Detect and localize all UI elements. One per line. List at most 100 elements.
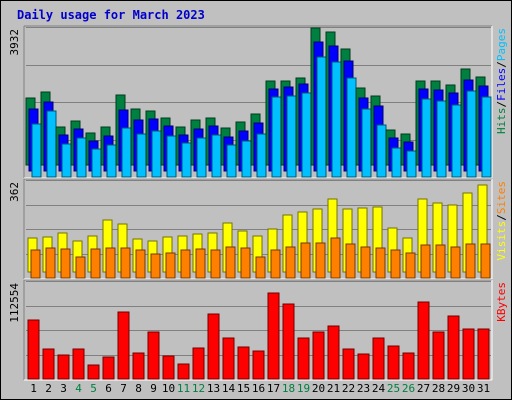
day-label-16: 16: [252, 382, 265, 395]
bar-sites-day-21: [330, 237, 341, 279]
day-label-8: 8: [135, 382, 142, 395]
bar-pages-day-30: [466, 90, 477, 178]
bar-kbytes-day-5: [87, 364, 100, 380]
day-label-4: 4: [75, 382, 82, 395]
bar-pages-day-20: [316, 56, 327, 178]
bar-pages-day-31: [481, 96, 492, 178]
panel-kbytes: 112554 KBytes: [8, 279, 508, 381]
bar-kbytes-day-21: [327, 325, 340, 380]
bar-pages-day-19: [301, 92, 312, 178]
bar-kbytes-day-27: [417, 301, 430, 380]
bar-sites-day-1: [30, 249, 41, 279]
bar-sites-day-23: [360, 246, 371, 279]
bar-pages-day-1: [31, 123, 42, 178]
bar-kbytes-day-1: [27, 319, 40, 380]
legend-item: Files: [495, 68, 508, 101]
bar-sites-day-27: [420, 244, 431, 279]
day-label-18: 18: [282, 382, 295, 395]
bar-pages-day-2: [46, 110, 57, 178]
bar-sites-day-22: [345, 243, 356, 279]
day-label-28: 28: [432, 382, 445, 395]
bar-sites-day-2: [45, 247, 56, 279]
bar-sites-day-9: [150, 253, 161, 279]
bar-pages-day-28: [436, 100, 447, 178]
bar-pages-day-6: [106, 144, 117, 178]
bar-pages-day-13: [211, 134, 222, 178]
legend-item: Hits: [495, 108, 508, 135]
bar-sites-day-31: [480, 243, 491, 279]
bar-kbytes-day-29: [447, 315, 460, 380]
bar-pages-day-16: [256, 133, 267, 178]
bar-sites-day-17: [270, 249, 281, 279]
bar-sites-day-20: [315, 242, 326, 279]
bar-pages-day-8: [136, 133, 147, 178]
bar-sites-day-19: [300, 242, 311, 279]
bar-kbytes-day-12: [192, 347, 205, 380]
legend-item: /: [495, 61, 508, 68]
y-max-label: 362: [8, 182, 21, 202]
day-label-25: 25: [387, 382, 400, 395]
bar-sites-day-13: [210, 249, 221, 279]
bar-kbytes-day-6: [102, 356, 115, 380]
day-label-19: 19: [297, 382, 310, 395]
bar-sites-day-12: [195, 248, 206, 279]
day-label-1: 1: [30, 382, 37, 395]
bar-sites-day-29: [450, 246, 461, 279]
bar-pages-day-7: [121, 127, 132, 178]
bar-sites-day-16: [255, 256, 266, 279]
bar-kbytes-day-15: [237, 346, 250, 380]
bar-pages-day-15: [241, 140, 252, 178]
chart-title: Daily usage for March 2023: [17, 8, 205, 22]
legend-item: /: [495, 214, 508, 221]
bar-kbytes-day-13: [207, 313, 220, 380]
legend-item: Visits: [495, 221, 508, 261]
bar-pages-day-29: [451, 104, 462, 178]
day-label-27: 27: [417, 382, 430, 395]
panel-visits-sites: 362 Visits/Sites: [8, 178, 508, 280]
bar-sites-day-4: [75, 256, 86, 279]
bar-sites-day-5: [90, 248, 101, 279]
bar-pages-day-18: [286, 95, 297, 178]
day-label-15: 15: [237, 382, 250, 395]
day-label-13: 13: [207, 382, 220, 395]
bar-sites-day-10: [165, 252, 176, 279]
bar-sites-day-26: [405, 252, 416, 279]
day-label-6: 6: [105, 382, 112, 395]
bar-kbytes-day-14: [222, 337, 235, 380]
panel-legend: Visits/Sites: [495, 181, 508, 261]
bar-pages-day-12: [196, 137, 207, 178]
bar-kbytes-day-30: [462, 328, 475, 380]
bar-pages-day-3: [61, 143, 72, 178]
legend-item: Sites: [495, 181, 508, 214]
panel-legend: Hits/Files/Pages: [495, 28, 508, 134]
chart-panels: 3932Hits/Files/Pages362Visits/Sites11255…: [8, 25, 508, 381]
bar-sites-day-3: [60, 248, 71, 279]
day-label-20: 20: [312, 382, 325, 395]
bar-pages-day-22: [346, 77, 357, 178]
bar-pages-day-21: [331, 61, 342, 178]
day-axis-labels: 1 2 3 4 5 6 7 8 9 10 11 12 13 14 15 16 17 18 19 20 21 22 23 24 2…: [30, 382, 490, 395]
bar-sites-day-28: [435, 244, 446, 279]
y-max-label: 3932: [8, 29, 21, 56]
bar-kbytes-day-31: [477, 328, 490, 380]
bar-pages-day-11: [181, 142, 192, 178]
bar-sites-day-30: [465, 243, 476, 279]
day-label-31: 31: [477, 382, 490, 395]
bar-kbytes-day-22: [342, 348, 355, 380]
bar-kbytes-day-24: [372, 337, 385, 380]
bar-sites-day-11: [180, 249, 191, 279]
bar-pages-day-23: [361, 108, 372, 178]
bar-kbytes-day-16: [252, 350, 265, 380]
y-max-label: 112554: [8, 283, 21, 323]
bar-pages-day-4: [76, 137, 87, 178]
day-label-2: 2: [45, 382, 52, 395]
day-label-10: 10: [162, 382, 175, 395]
day-label-26: 26: [402, 382, 415, 395]
bar-kbytes-day-7: [117, 311, 130, 380]
bar-pages-day-26: [406, 150, 417, 178]
bar-sites-day-24: [375, 247, 386, 279]
bar-sites-day-15: [240, 247, 251, 279]
bar-sites-day-18: [285, 246, 296, 279]
legend-item: KBytes: [495, 282, 508, 322]
day-label-11: 11: [177, 382, 190, 395]
